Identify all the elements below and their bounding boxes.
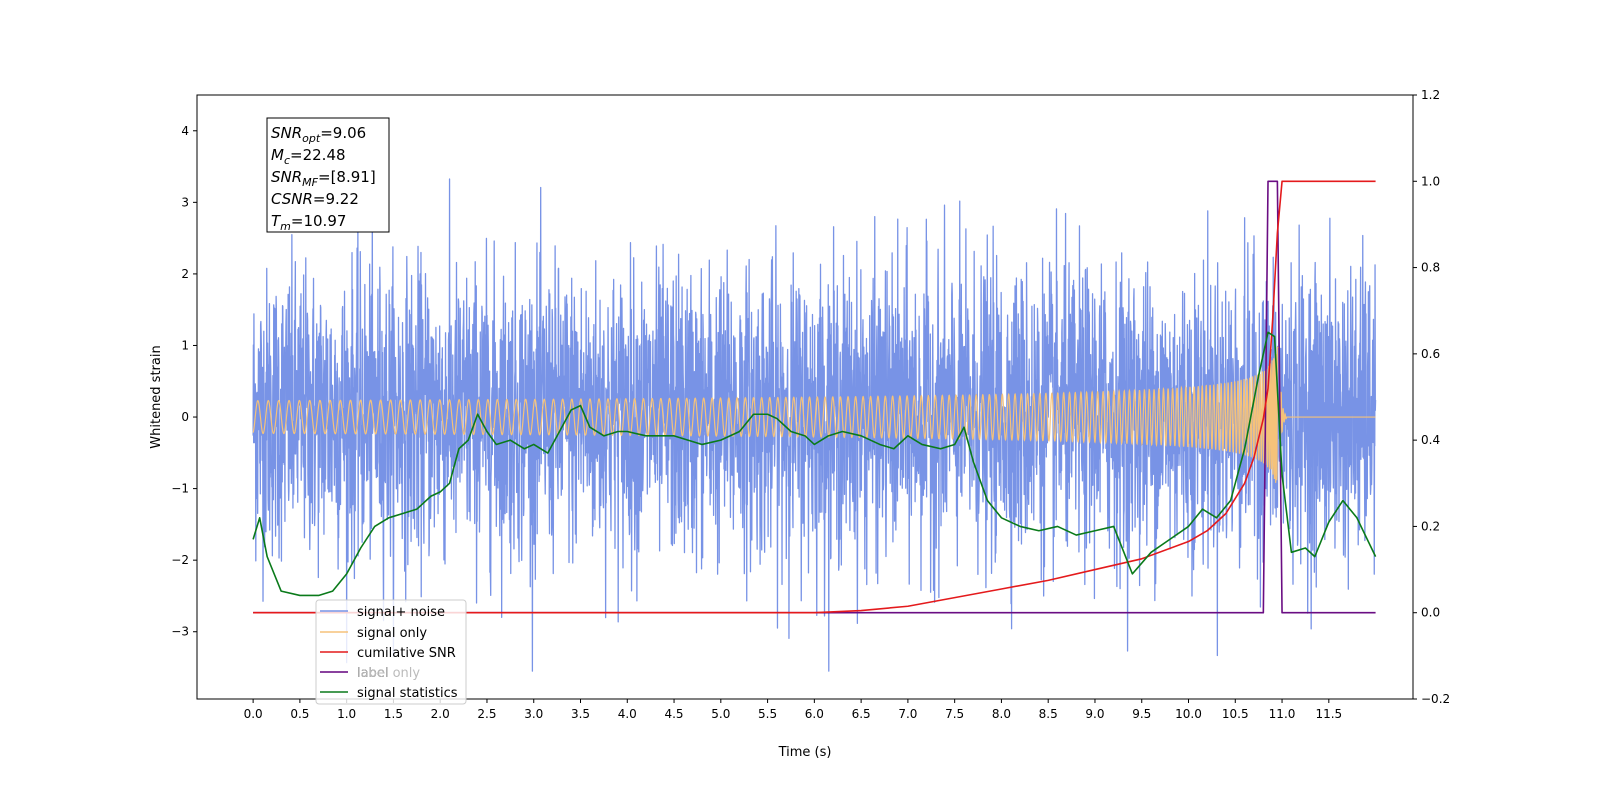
legend-label-signal-statistics: signal statistics (357, 686, 458, 701)
x-tick-label: 5.5 (758, 707, 777, 721)
legend: signal+ noise signal only cumilative SNR la… (315, 599, 467, 705)
x-axis-label: Time (s) (778, 745, 832, 760)
legend-label-label: label (357, 666, 388, 681)
x-tick-label: 9.5 (1132, 707, 1151, 721)
y-tick-label: 3 (181, 195, 189, 209)
x-tick-label: 8.0 (992, 707, 1011, 721)
y-axis-label: Whitened strain (149, 345, 164, 448)
legend-label-signal-only: signal only (357, 626, 427, 641)
info-line: SNRopt=9.06 (271, 124, 366, 145)
plot-area (252, 178, 1377, 672)
x-tick-label: 11.5 (1315, 707, 1342, 721)
x-tick-label: 4.5 (664, 707, 683, 721)
y2-tick-label: 0.8 (1421, 261, 1440, 275)
x-tick-label: 6.0 (805, 707, 824, 721)
x-tick-label: 10.5 (1222, 707, 1249, 721)
y2-tick-label: 1.0 (1421, 174, 1440, 188)
legend-label-label-only: label only (357, 666, 420, 681)
y2-tick-label: 0.4 (1421, 433, 1440, 447)
x-tick-label: 7.0 (898, 707, 917, 721)
x-tick-label: 9.0 (1085, 707, 1104, 721)
info-annotation-box: SNRopt=9.06Mc=22.48SNRMF=[8.91]CSNR=9.22… (266, 117, 390, 233)
info-line: SNRMF=[8.91] (271, 168, 376, 189)
y-tick-label: −1 (171, 482, 189, 496)
series-line-label (253, 180, 1376, 614)
info-line: CSNR=9.22 (271, 190, 359, 208)
y-tick-label: 1 (181, 338, 189, 352)
y2-tick-label: 0.6 (1421, 347, 1440, 361)
x-tick-label: 5.0 (711, 707, 730, 721)
y2-tick-label: −0.2 (1421, 692, 1450, 706)
y2-tick-label: 0.0 (1421, 606, 1440, 620)
axes-frame (196, 94, 1414, 700)
x-tick-label: 3.0 (524, 707, 543, 721)
series-line-cumulative-snr (253, 180, 1376, 614)
legend-frame (315, 599, 467, 705)
legend-label-cumilative-snr: cumilative SNR (357, 646, 456, 661)
x-tick-label: 0.0 (244, 707, 263, 721)
y-tick-label: 4 (181, 124, 189, 138)
axes: 0.0 0.5 1.0 1.5 2.0 2.5 3.0 3.5 4.0 4.5 5.0 5.5 6.0 6… (171, 88, 1450, 721)
y-tick-label: 2 (181, 267, 189, 281)
x-tick-label: 10.0 (1175, 707, 1202, 721)
info-line: Tm=10.97 (271, 212, 346, 233)
y-tick-label: −3 (171, 625, 189, 639)
y-tick-label: −2 (171, 553, 189, 567)
x-tick-label: 2.0 (431, 707, 450, 721)
info-box-frame (266, 117, 390, 233)
x-tick-label: 2.5 (477, 707, 496, 721)
info-line: Mc=22.48 (271, 146, 346, 167)
x-tick-label: 6.5 (852, 707, 871, 721)
x-tick-label: 8.5 (1039, 707, 1058, 721)
series-line-signal-only (252, 345, 1376, 483)
x-tick-label: 0.5 (290, 707, 309, 721)
y2-tick-label: 0.2 (1421, 519, 1440, 533)
x-tick-label: 1.0 (337, 707, 356, 721)
x-tick-label: 1.5 (384, 707, 403, 721)
x-tick-label: 4.0 (618, 707, 637, 721)
x-tick-label: 11.0 (1269, 707, 1296, 721)
x-tick-label: 3.5 (571, 707, 590, 721)
y-tick-label: 0 (181, 410, 189, 424)
y2-tick-label: 1.2 (1421, 88, 1440, 102)
series-line-signal-statistics (252, 331, 1377, 597)
x-tick-label: 7.5 (945, 707, 964, 721)
legend-label-signal-noise: signal+ noise (357, 605, 445, 620)
